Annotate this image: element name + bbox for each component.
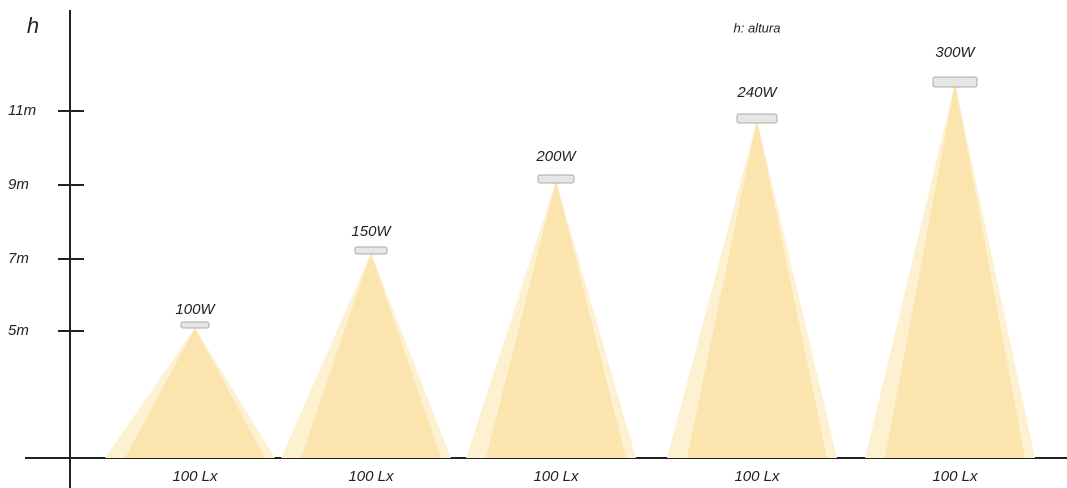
light-cone-inner: [687, 120, 827, 458]
diagram: h h: altura 11m 9m 7m 5m 100W 100 Lx 150W 100 L…: [0, 0, 1067, 488]
lamp-power: 300W: [935, 44, 976, 61]
lamp: [737, 114, 777, 123]
tick-label: 7m: [8, 250, 29, 267]
tick-label: 5m: [8, 322, 29, 339]
legend: h: altura: [734, 20, 781, 35]
light-cone-inner: [885, 83, 1025, 458]
tick-label: 11m: [8, 102, 36, 119]
lamp-power: 150W: [351, 223, 392, 240]
lamp-illuminance: 100 Lx: [533, 468, 579, 485]
lamp-power: 240W: [736, 84, 778, 101]
lamp-illuminance: 100 Lx: [172, 468, 218, 485]
light-cone-inner: [486, 181, 626, 458]
lamp: [355, 247, 387, 254]
lamp-power: 200W: [535, 148, 577, 165]
lamp-illuminance: 100 Lx: [734, 468, 780, 485]
lamp-illuminance: 100 Lx: [348, 468, 394, 485]
lamp-power: 100W: [175, 301, 216, 318]
lamp-illuminance: 100 Lx: [932, 468, 978, 485]
lamp: [933, 77, 977, 87]
lamp: [181, 322, 209, 328]
light-cone-inner: [301, 253, 441, 458]
tick-label: 9m: [8, 176, 29, 193]
axis-label: h: [27, 13, 39, 38]
lamp: [538, 175, 574, 183]
light-cone-inner: [125, 328, 265, 458]
